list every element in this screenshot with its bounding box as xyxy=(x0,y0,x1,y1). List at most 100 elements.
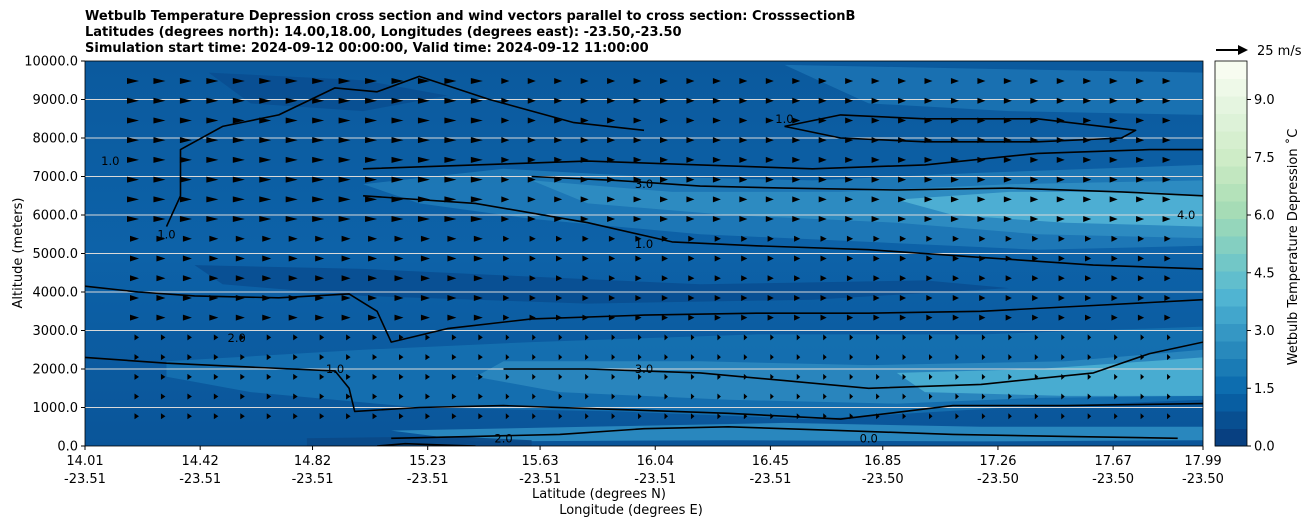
wind-vector xyxy=(955,354,959,361)
wind-vector xyxy=(899,275,907,282)
wind-vector xyxy=(823,413,827,420)
wind-vector xyxy=(1085,255,1092,262)
wind-vector xyxy=(338,216,351,223)
wind-vector xyxy=(580,97,589,104)
x-tick-label-lat: 15.63 xyxy=(521,454,558,469)
wind-vector xyxy=(712,216,721,223)
wind-vector xyxy=(187,393,192,400)
chart-title-line-2: Latitudes (degrees north): 14.00,18.00, … xyxy=(85,25,682,40)
contour-label: 3.0 xyxy=(635,177,653,191)
wind-vector xyxy=(368,255,378,262)
wind-vector xyxy=(820,314,827,321)
wind-vector xyxy=(235,294,245,301)
grid-lines xyxy=(85,99,1203,408)
wind-vector xyxy=(1085,294,1092,301)
wind-vector xyxy=(1061,334,1065,341)
wind-vector xyxy=(739,156,748,163)
wind-vector xyxy=(346,354,351,361)
wind-vector xyxy=(473,314,483,321)
wind-vector xyxy=(846,314,854,321)
wind-vector xyxy=(1034,413,1039,420)
wind-vector xyxy=(977,117,986,124)
wind-vector xyxy=(924,176,933,183)
wind-vector xyxy=(1109,216,1118,223)
wind-vector xyxy=(1114,373,1118,380)
wind-vector xyxy=(444,216,457,223)
wind-vector xyxy=(607,137,616,144)
wind-vector xyxy=(312,156,325,163)
wind-vector xyxy=(952,255,959,262)
colorbar-segment xyxy=(1215,288,1247,307)
wind-vector xyxy=(846,235,854,242)
colorbar-segment xyxy=(1215,218,1247,237)
wind-vector xyxy=(368,235,378,242)
wind-vector xyxy=(262,275,272,282)
wind-vector xyxy=(794,255,801,262)
wind-vector xyxy=(818,117,827,124)
colorbar-segment xyxy=(1215,113,1247,132)
chart-title: Wetbulb Temperature Depression cross sec… xyxy=(85,9,855,57)
wind-vector xyxy=(876,393,880,400)
wind-vector xyxy=(1087,373,1092,380)
wind-vector xyxy=(1164,275,1171,282)
colorbar-tick-label: 3.0 xyxy=(1254,324,1275,339)
wind-vector xyxy=(372,373,378,380)
wind-vector xyxy=(372,354,378,361)
wind-vector xyxy=(315,255,325,262)
wind-vector xyxy=(792,78,801,84)
wind-vector xyxy=(845,78,854,84)
x-tick-label-lon: -23.50 xyxy=(977,472,1019,487)
wind-vector xyxy=(717,354,721,361)
wind-vector xyxy=(818,97,827,104)
wind-vector xyxy=(926,275,933,282)
colorbar-segment xyxy=(1215,428,1247,447)
wind-vector xyxy=(478,354,483,361)
y-tick-label: 6000.0 xyxy=(33,209,79,224)
wind-vector xyxy=(981,393,986,400)
x-tick-label-lon: -23.51 xyxy=(179,472,221,487)
filled-region-10 xyxy=(306,436,532,446)
wind-vector xyxy=(420,314,430,321)
wind-vector xyxy=(739,216,748,223)
wind-vector xyxy=(664,373,668,380)
wind-vector xyxy=(232,78,245,84)
wind-vector xyxy=(660,137,668,144)
wind-vector xyxy=(818,78,827,84)
wind-vector xyxy=(977,156,986,163)
wind-vector xyxy=(417,196,430,203)
wind-vector xyxy=(1083,216,1092,223)
wind-vector xyxy=(608,314,616,321)
wind-vector xyxy=(741,235,748,242)
wind-vector xyxy=(527,156,536,163)
wind-vector xyxy=(527,117,536,124)
wind-vector xyxy=(582,294,589,301)
wind-vector xyxy=(664,413,668,420)
wind-vector xyxy=(929,413,933,420)
wind-vector xyxy=(664,393,668,400)
wind-vector xyxy=(266,334,272,341)
x-tick-label-lon: -23.50 xyxy=(862,472,904,487)
wind-vector xyxy=(660,176,668,183)
wind-vector xyxy=(182,255,192,262)
wind-vector xyxy=(232,137,245,144)
wind-vector xyxy=(315,294,325,301)
wind-vector xyxy=(794,314,801,321)
wind-vector xyxy=(417,97,430,104)
wind-vector xyxy=(213,393,219,400)
wind-vector xyxy=(902,334,907,341)
wind-vector xyxy=(876,413,880,420)
wind-vector xyxy=(259,196,272,203)
wind-vector xyxy=(470,137,483,144)
wind-vector xyxy=(846,275,854,282)
wind-vector xyxy=(554,176,563,183)
wind-vector xyxy=(134,373,139,380)
wind-vector xyxy=(532,334,536,341)
wind-vector xyxy=(394,314,404,321)
x-tick-label-lon: -23.50 xyxy=(1092,472,1134,487)
x-axis: 14.01 -23.51 14.42 -23.51 14.82 -23.51 15.23 -2… xyxy=(64,446,1224,487)
wind-vector xyxy=(209,255,219,262)
wind-vector xyxy=(580,216,589,223)
wind-vector xyxy=(1008,373,1012,380)
wind-vector xyxy=(501,137,510,144)
wind-vector xyxy=(1056,196,1065,203)
